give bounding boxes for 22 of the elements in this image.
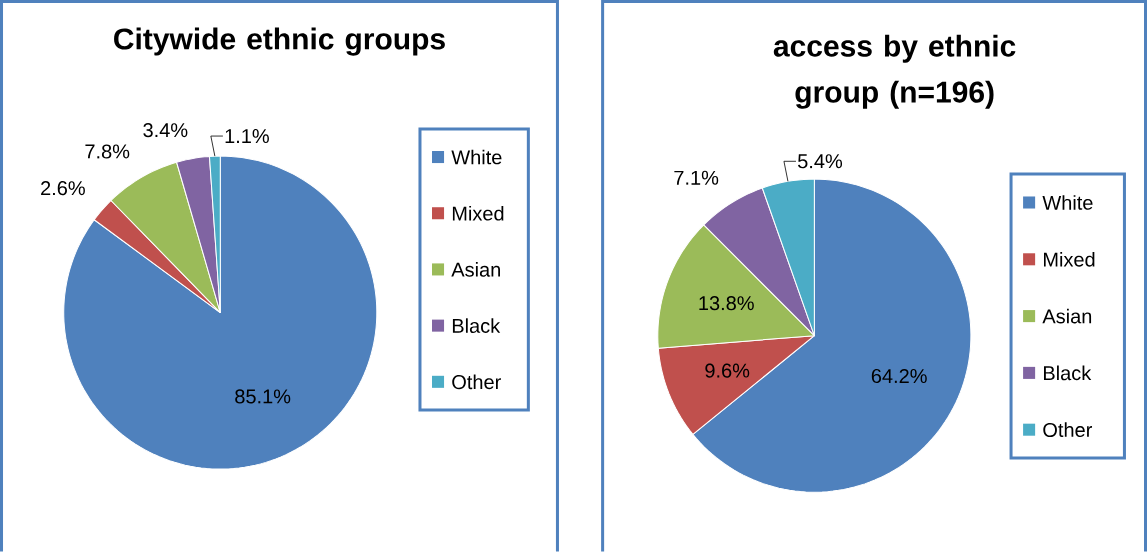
legend-label: Black <box>1044 365 1092 381</box>
legend-label: Mixed <box>452 205 504 221</box>
data-label: 7.8% <box>85 144 130 159</box>
data-label: 13.8% <box>699 296 754 311</box>
legend-label: Other <box>1043 422 1093 438</box>
legend-label: Other <box>452 374 501 390</box>
data-label: 5.4% <box>797 154 843 169</box>
chart-title: Citywide ethnic groups <box>114 27 445 56</box>
legend-label: Mixed <box>1044 251 1095 267</box>
legend-label: White <box>451 149 502 165</box>
legend-label: Asian <box>1042 308 1092 324</box>
data-label: 2.6% <box>41 181 85 196</box>
legend-label: Asian <box>451 262 500 277</box>
legend-label: Black <box>452 318 501 333</box>
data-label: 7.1% <box>674 170 719 185</box>
data-label: 3.4% <box>143 123 188 138</box>
data-label: 1.1% <box>225 129 269 144</box>
data-label: 85.1% <box>235 389 291 404</box>
data-label: 9.6% <box>705 363 750 378</box>
data-label: 64.2% <box>871 368 927 384</box>
chart-title: access by ethnic group (n=196) <box>773 34 1016 109</box>
legend-label: White <box>1042 195 1093 210</box>
